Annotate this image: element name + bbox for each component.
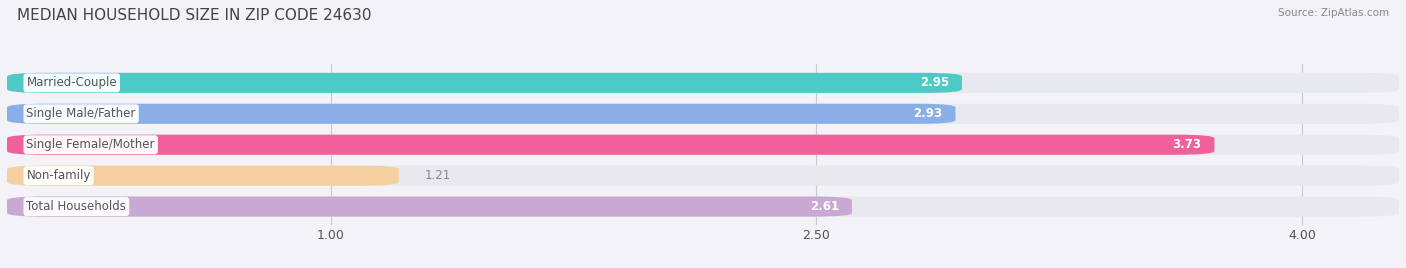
Text: 3.73: 3.73: [1173, 138, 1202, 151]
Text: 2.93: 2.93: [914, 107, 942, 120]
Text: Single Male/Father: Single Male/Father: [27, 107, 136, 120]
FancyBboxPatch shape: [7, 135, 1215, 155]
Text: Married-Couple: Married-Couple: [27, 76, 117, 89]
Text: MEDIAN HOUSEHOLD SIZE IN ZIP CODE 24630: MEDIAN HOUSEHOLD SIZE IN ZIP CODE 24630: [17, 8, 371, 23]
FancyBboxPatch shape: [7, 73, 962, 93]
FancyBboxPatch shape: [7, 166, 399, 186]
FancyBboxPatch shape: [7, 196, 1399, 217]
Text: Single Female/Mother: Single Female/Mother: [27, 138, 155, 151]
Text: Total Households: Total Households: [27, 200, 127, 213]
FancyBboxPatch shape: [7, 104, 1399, 124]
Text: 2.95: 2.95: [920, 76, 949, 89]
Text: 2.61: 2.61: [810, 200, 839, 213]
Text: 1.21: 1.21: [425, 169, 451, 182]
Text: Source: ZipAtlas.com: Source: ZipAtlas.com: [1278, 8, 1389, 18]
FancyBboxPatch shape: [7, 166, 1399, 186]
FancyBboxPatch shape: [7, 196, 852, 217]
FancyBboxPatch shape: [7, 135, 1399, 155]
FancyBboxPatch shape: [7, 104, 956, 124]
FancyBboxPatch shape: [7, 73, 1399, 93]
Text: Non-family: Non-family: [27, 169, 91, 182]
